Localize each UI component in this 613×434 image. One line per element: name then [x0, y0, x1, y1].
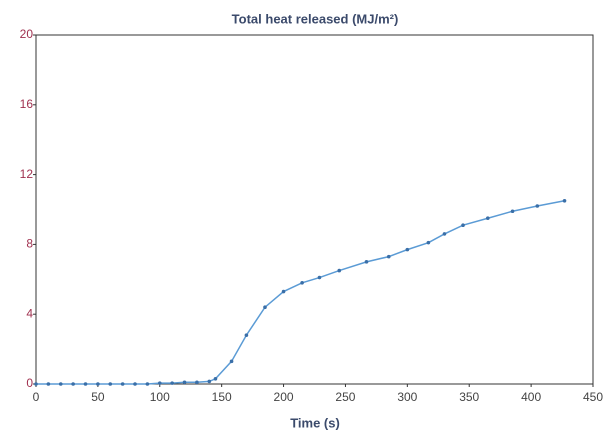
data-point: [182, 380, 187, 385]
data-point: [535, 204, 540, 208]
data-point: [83, 382, 88, 386]
x-tick-label: 300: [397, 390, 417, 404]
data-point: [195, 380, 199, 385]
y-tick-label: 0: [26, 376, 33, 390]
data-point: [207, 379, 212, 384]
data-point: [263, 305, 267, 310]
x-tick-label: 250: [335, 390, 355, 404]
data-point: [170, 381, 174, 385]
data-line: [36, 200, 565, 385]
x-tick-label: 100: [150, 390, 170, 404]
x-tick-label: 150: [212, 390, 232, 404]
data-point: [386, 254, 391, 259]
data-point: [461, 223, 465, 228]
data-point: [364, 260, 369, 264]
x-tick-label: 350: [459, 390, 479, 404]
y-tick-label: 8: [26, 237, 33, 251]
data-point: [244, 333, 249, 337]
data-point: [317, 275, 322, 280]
x-tick-label: 400: [521, 390, 541, 404]
data-point: [34, 382, 38, 386]
data-point: [145, 382, 150, 386]
data-point: [71, 382, 75, 386]
x-tick-label: 0: [33, 390, 40, 404]
y-tick-label: 12: [20, 167, 34, 181]
data-point: [510, 209, 515, 214]
data-point: [405, 247, 410, 252]
data-point: [58, 382, 63, 386]
data-point: [337, 268, 342, 273]
data-point: [426, 240, 431, 245]
data-point: [213, 376, 218, 381]
data-point: [133, 382, 137, 386]
y-tick-label: 4: [26, 306, 33, 320]
y-tick-label: 20: [20, 27, 34, 41]
x-tick-label: 200: [274, 390, 294, 404]
y-tick-label: 16: [20, 97, 34, 111]
plot-frame: [35, 34, 594, 385]
x-axis-label: Time (s): [290, 415, 340, 430]
data-point: [442, 232, 447, 236]
data-point: [108, 382, 113, 386]
chart-title: Total heat released (MJ/m²): [232, 11, 399, 26]
data-point: [157, 381, 162, 385]
data-point: [96, 382, 100, 386]
data-point: [562, 198, 567, 203]
data-point: [281, 289, 286, 294]
data-point: [485, 216, 490, 221]
data-point: [229, 359, 234, 364]
x-tick-label: 450: [583, 390, 603, 404]
x-tick-label: 50: [91, 390, 105, 404]
data-point: [46, 382, 51, 386]
data-point: [300, 280, 304, 285]
data-point: [120, 382, 125, 386]
